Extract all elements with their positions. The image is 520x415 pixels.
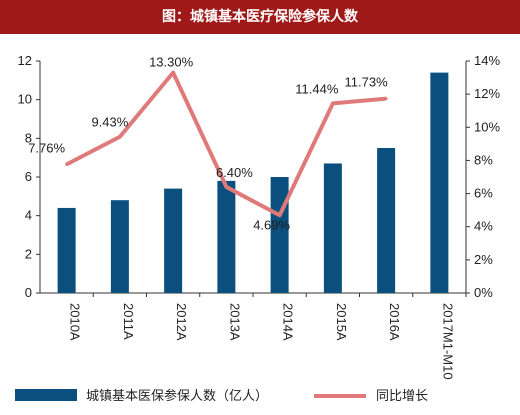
- x-tick-label: 2017M1-M10: [440, 303, 455, 380]
- line-point: [224, 185, 228, 189]
- y-left-tick-label: 0: [25, 285, 32, 300]
- y-right-tick-label: 8%: [474, 152, 493, 167]
- line-point: [331, 101, 335, 105]
- bar: [164, 188, 183, 293]
- line-point: [171, 71, 175, 75]
- legend-line-label: 同比增长: [376, 389, 428, 404]
- chart-title: 图：城镇基本医疗保险参保人数: [162, 9, 358, 25]
- y-left-tick-label: 8: [25, 130, 32, 145]
- bar: [430, 72, 449, 293]
- y-right-tick-label: 6%: [474, 186, 493, 201]
- legend-bar-label: 城镇基本医保参保人数（亿人）: [86, 388, 268, 404]
- y-right-tick-label: 2%: [474, 252, 493, 267]
- legend-bar-swatch: [15, 389, 77, 401]
- y-left-tick-label: 12: [18, 53, 32, 68]
- y-right-tick-label: 14%: [474, 53, 500, 68]
- data-labels: 7.76% 9.43% 13.30% 6.40% 4.69% 11.44% 11.73%: [28, 55, 388, 233]
- line-data-label: 6.40%: [216, 165, 253, 180]
- line-point: [384, 97, 388, 101]
- bar: [110, 200, 129, 293]
- x-tick-label: 2013A: [227, 303, 242, 341]
- x-tick-label: 2012A: [174, 303, 189, 341]
- y-left-tick-label: 2: [25, 246, 32, 261]
- line-data-label: 4.69%: [253, 217, 290, 232]
- y-left-tick-label: 10: [18, 92, 32, 107]
- bar: [217, 180, 236, 293]
- y-left-tick-label: 6: [25, 169, 32, 184]
- line-data-label: 11.44%: [295, 81, 339, 96]
- line-point: [278, 213, 282, 217]
- x-tick-label: 2011A: [121, 303, 136, 340]
- bar: [323, 163, 342, 293]
- bar-series: [57, 72, 449, 293]
- line-point: [118, 135, 122, 139]
- chart-svg: 0 2 4 6 8 10 12 0% 2% 4% 6% 8% 10% 12% 14% 2010A 2011A 20…: [15, 53, 501, 404]
- x-tick-label: 2010A: [68, 303, 83, 341]
- bar: [270, 177, 289, 293]
- chart-title-bar: 图：城镇基本医疗保险参保人数: [0, 0, 520, 34]
- bar: [377, 148, 396, 293]
- chart-axes: 0 2 4 6 8 10 12 0% 2% 4% 6% 8% 10% 12% 14% 2010A 2011A 20…: [18, 53, 501, 380]
- line-point: [65, 162, 69, 166]
- x-tick-label: 2014A: [281, 303, 296, 341]
- y-right-tick-label: 4%: [474, 219, 493, 234]
- line-data-label: 13.30%: [149, 55, 194, 70]
- x-tick-label: 2016A: [387, 303, 402, 341]
- y-left-tick-label: 4: [25, 208, 32, 223]
- y-right-tick-label: 12%: [474, 86, 500, 101]
- bar: [57, 207, 76, 293]
- line-data-label: 11.73%: [345, 75, 389, 90]
- chart-legend: 城镇基本医保参保人数（亿人） 同比增长: [15, 388, 428, 404]
- growth-line-series: [65, 70, 388, 218]
- y-right-tick-label: 0%: [474, 285, 493, 300]
- x-tick-label: 2015A: [334, 303, 349, 341]
- y-right-tick-label: 10%: [474, 119, 500, 134]
- line-data-label: 7.76%: [28, 140, 65, 155]
- line-data-label: 9.43%: [91, 115, 128, 130]
